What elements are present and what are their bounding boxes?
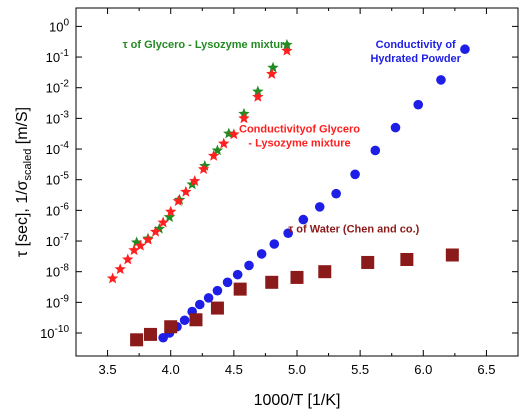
y-tick-label: 10-8 — [46, 263, 70, 280]
data-point — [218, 137, 230, 149]
data-point — [228, 128, 240, 140]
y-axis-title: τ [sec], 1/σscaled [m/S] — [14, 107, 34, 257]
y-axis-title-main: τ [sec], 1/σ — [14, 180, 31, 257]
data-point — [130, 236, 143, 248]
data-point — [460, 44, 470, 55]
y-tick-label: 10-2 — [46, 79, 70, 96]
data-point — [222, 277, 233, 288]
data-point — [400, 252, 414, 266]
series-3 — [158, 44, 470, 343]
data-point — [314, 202, 325, 212]
y-tick-label: 100 — [49, 17, 69, 34]
data-point — [128, 244, 140, 256]
y-tick-label: 10-5 — [46, 171, 70, 188]
x-tick-label: 6.0 — [414, 362, 432, 377]
data-point — [153, 222, 166, 234]
x-axis: 3.5 4.0 4.5 5.0 5.5 6.0 6.5 — [99, 8, 495, 377]
data-point — [361, 255, 375, 269]
data-point — [197, 163, 210, 175]
data-point — [106, 272, 119, 284]
data-point — [114, 263, 126, 275]
data-point — [165, 205, 177, 217]
data-point — [207, 149, 220, 161]
x-tick-label: 4.0 — [162, 362, 180, 377]
data-point — [290, 270, 304, 284]
data-point — [180, 185, 192, 197]
annotation: τ of Glycero - Lysozyme mixture — [123, 39, 291, 51]
x-tick-label: 5.0 — [288, 362, 306, 377]
data-point — [281, 38, 293, 50]
data-point — [144, 327, 158, 341]
data-point — [390, 122, 401, 133]
data-point — [232, 269, 243, 280]
data-point — [210, 301, 224, 315]
data-point — [238, 112, 250, 124]
data-point — [445, 248, 459, 262]
y-tick-label: 10-1 — [46, 48, 70, 65]
series-2 — [106, 44, 293, 284]
data-point — [199, 159, 211, 171]
data-point — [281, 44, 293, 56]
data-point — [267, 61, 279, 73]
data-point — [211, 144, 224, 156]
y-tick-label: 10-10 — [40, 324, 69, 341]
data-point — [164, 320, 178, 334]
data-point — [179, 315, 190, 326]
data-point — [298, 214, 309, 225]
data-point — [436, 75, 446, 85]
data-point — [350, 169, 360, 180]
data-marks — [106, 38, 470, 347]
data-point — [134, 239, 147, 251]
y-tick-label: 10-6 — [46, 201, 70, 218]
annotations: τ of Glycero - Lysozyme mixture Conductiv… — [123, 39, 462, 236]
data-point — [252, 90, 264, 102]
data-point — [130, 333, 144, 347]
data-point — [269, 239, 280, 249]
series-4 — [130, 248, 459, 347]
x-axis-title: 1000/T [1/K] — [254, 392, 341, 409]
y-tick-label: 10-7 — [46, 232, 70, 249]
data-point — [233, 282, 247, 296]
data-point — [318, 265, 332, 279]
data-point — [194, 299, 205, 310]
x-tick-label: 3.5 — [99, 362, 117, 377]
data-point — [370, 145, 381, 156]
data-point — [189, 313, 203, 327]
data-point — [265, 275, 279, 289]
data-point — [157, 216, 169, 228]
y-axis-title-subscript: scaled — [22, 149, 34, 181]
data-point — [122, 253, 134, 265]
data-point — [266, 68, 278, 79]
data-point — [142, 233, 154, 245]
plot-area — [75, 7, 519, 357]
data-point — [163, 211, 176, 223]
x-tick-label: 5.5 — [351, 362, 369, 377]
data-point — [172, 195, 184, 206]
data-point — [244, 260, 254, 271]
y-tick-label: 10-9 — [46, 293, 70, 310]
x-tick-label: 4.5 — [225, 362, 243, 377]
data-point — [212, 285, 223, 296]
y-axis-title-unit: [m/S] — [14, 107, 31, 149]
y-tick-label: 10-4 — [46, 140, 70, 157]
data-point — [256, 249, 267, 259]
data-point — [189, 175, 201, 186]
data-point — [203, 293, 214, 303]
y-tick-label: 10-3 — [46, 109, 70, 126]
data-point — [331, 188, 341, 199]
annotation: Conductivityof Glycero - Lysozyme mixture — [239, 123, 360, 149]
data-point — [413, 99, 424, 110]
annotation: Conductivity of Hydrated Powder — [370, 39, 461, 65]
y-axis: 10-10 10-9 10-8 10-7 10-6 10-5 10-4 10-3 10-2 10-… — [40, 17, 518, 341]
annotation: τ of Water (Chen and co.) — [288, 223, 419, 235]
data-point — [149, 225, 162, 237]
data-point — [283, 228, 293, 238]
x-tick-label: 6.5 — [477, 362, 495, 377]
